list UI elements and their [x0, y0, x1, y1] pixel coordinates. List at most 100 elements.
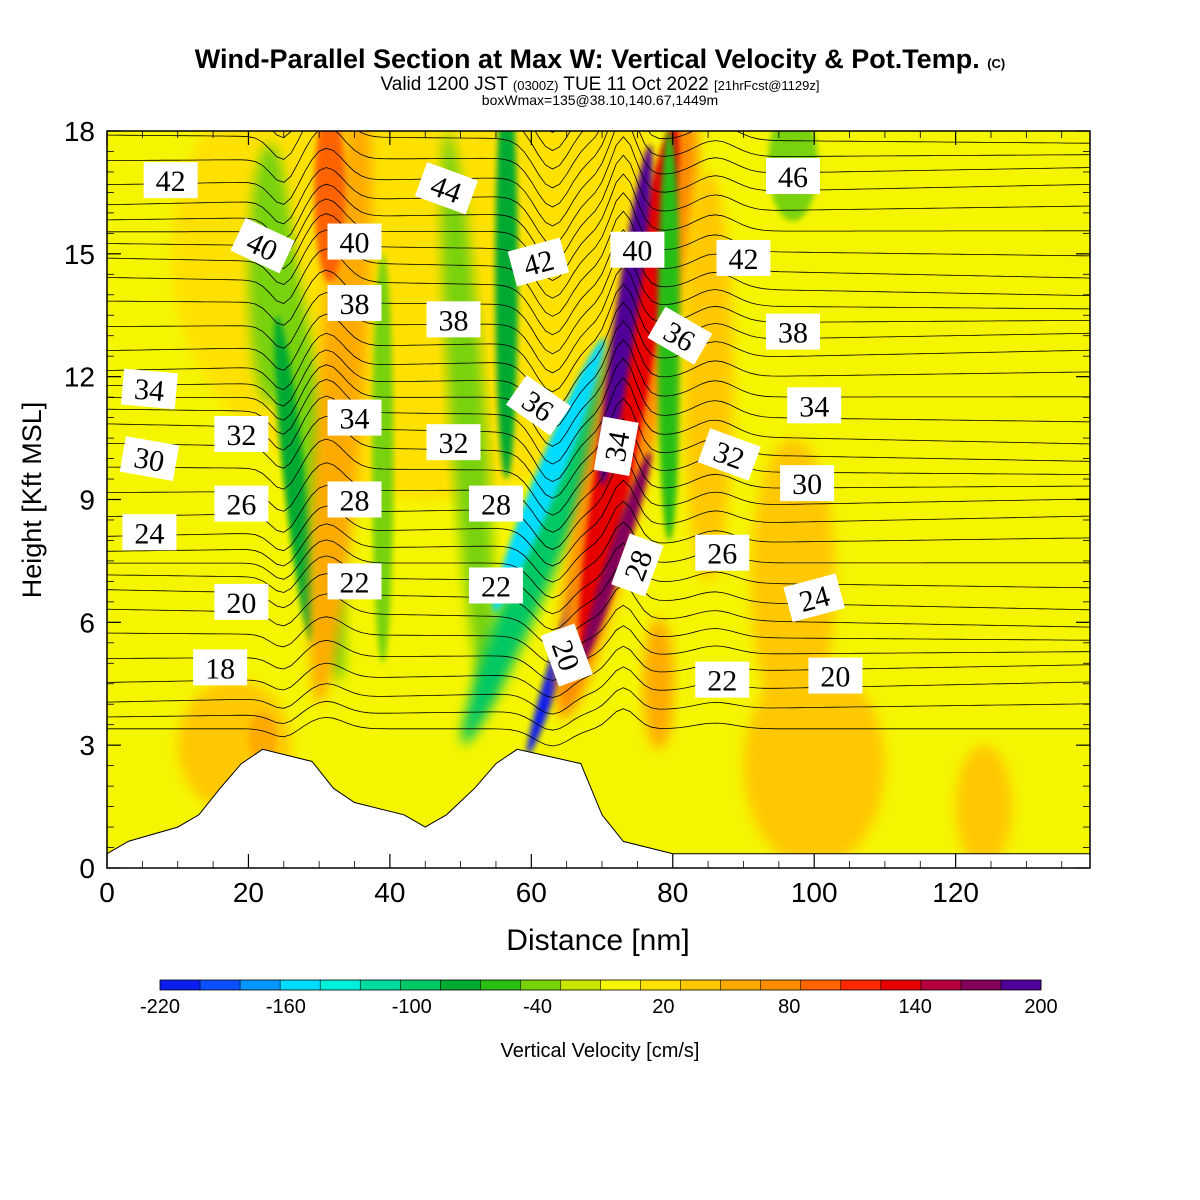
colorbar-tick-label: -160 — [266, 996, 306, 1018]
contour-label: 20 — [540, 623, 593, 687]
contour-label-box — [695, 661, 750, 698]
contour-label-box — [193, 649, 248, 686]
contour-label-box — [327, 399, 382, 436]
isentrope-line — [107, 479, 1090, 567]
contour-label-box — [505, 375, 571, 436]
contour-label: 38 — [765, 313, 820, 350]
colorbar: -220 -160 -100 -40 20 80 140 200 — [140, 979, 1058, 1018]
velocity-blob-8 — [372, 253, 394, 664]
contour-label-text: 24 — [134, 517, 164, 550]
contour-label: 38 — [327, 284, 382, 321]
colorbar-swatch — [880, 980, 922, 990]
isentrope-line — [549, 131, 557, 133]
velocity-blob-16 — [599, 144, 653, 486]
isentrope-line — [107, 131, 1090, 189]
contour-label: 42 — [716, 239, 771, 276]
contour-label: 28 — [327, 481, 382, 518]
contour-label-text: 42 — [156, 165, 186, 198]
isentrope-line — [107, 265, 1090, 374]
x-tick-label: 80 — [657, 877, 688, 908]
contour-label: 32 — [426, 424, 481, 461]
contour-label: 34 — [120, 368, 178, 410]
contour-label-box — [780, 465, 835, 502]
contour-label-box — [119, 436, 180, 481]
isentrope-line — [107, 210, 1090, 317]
contour-label-box — [647, 306, 713, 365]
contour-label: 46 — [765, 158, 820, 195]
contour-label-box — [230, 217, 295, 274]
forecast-info: [21hrFcst@1129z] — [714, 78, 820, 93]
colorbar-swatch — [1000, 980, 1042, 990]
velocity-blob-19 — [643, 618, 675, 750]
contour-label: 30 — [119, 436, 180, 481]
contour-label-text: 38 — [340, 288, 370, 321]
x-tick-label: 60 — [516, 877, 547, 908]
contour-label-box — [327, 284, 382, 321]
contour-label: 22 — [468, 567, 523, 604]
contour-label-box — [765, 313, 820, 350]
isentrope-line — [107, 283, 1090, 393]
isentrope-line — [107, 604, 1090, 664]
colorbar-swatch — [600, 980, 642, 990]
contour-label-text: 32 — [226, 419, 256, 452]
contour-label-text: 22 — [707, 665, 737, 698]
isentrope-line — [107, 339, 1090, 447]
contour-label-box — [697, 428, 761, 481]
contour-label: 26 — [214, 485, 269, 522]
contour-label-box — [468, 485, 523, 522]
isentrope-line — [107, 584, 1090, 647]
contour-label-text: 40 — [622, 235, 652, 268]
y-tick-label: 12 — [64, 362, 95, 393]
potential-temperature-contours — [107, 131, 1090, 747]
colorbar-swatch — [200, 980, 241, 990]
colorbar-swatch — [840, 980, 882, 990]
chart-title: Wind-Parallel Section at Max W: Vertical… — [0, 44, 1200, 75]
contour-label: 30 — [780, 465, 835, 502]
colorbar-swatch — [320, 980, 361, 990]
y-tick-label: 6 — [79, 607, 95, 638]
contour-label: 24 — [122, 514, 177, 551]
y-tick-label: 18 — [64, 116, 95, 147]
isentrope-line — [107, 645, 1090, 698]
isentrope-line — [107, 500, 1090, 583]
isentrope-line — [107, 320, 1090, 429]
contour-label: 34 — [787, 387, 842, 424]
valid-date: TUE 11 Oct 2022 — [563, 74, 709, 95]
isentrope-line — [107, 131, 1090, 208]
contour-label-box — [214, 583, 269, 620]
contour-label: 32 — [214, 415, 269, 452]
contour-label-text: 40 — [340, 227, 370, 260]
contour-label-text: 22 — [340, 566, 370, 599]
colorbar-swatch — [440, 980, 481, 990]
isentrope-line — [107, 136, 1090, 246]
colorbar-tick-label: 20 — [652, 996, 674, 1018]
isentrope-line — [107, 438, 1090, 533]
contour-label-text: 26 — [226, 489, 256, 522]
colorbar-swatch — [360, 980, 401, 990]
contour-label-box — [426, 301, 481, 338]
isentrope-line — [107, 229, 1090, 336]
colorbar-tick-label: -100 — [392, 996, 432, 1018]
contour-label-box — [327, 481, 382, 518]
colorbar-swatch — [520, 980, 561, 990]
velocity-blob-5 — [274, 316, 315, 642]
isentrope-line — [107, 542, 1090, 615]
contour-label-text: 34 — [799, 390, 829, 423]
colorbar-swatch — [720, 980, 762, 990]
x-axis-label: Distance [nm] — [506, 924, 689, 957]
contour-label-box — [426, 424, 481, 461]
contour-label: 22 — [327, 563, 382, 600]
x-tick-label: 40 — [374, 877, 405, 908]
isentrope-line — [107, 459, 1090, 550]
colorbar-swatch — [960, 980, 1002, 990]
velocity-blob-24 — [955, 745, 1013, 868]
contour-label-box — [327, 223, 382, 260]
y-tick-label: 15 — [64, 239, 95, 270]
contour-label: 28 — [611, 533, 664, 597]
velocity-blob-9 — [441, 131, 495, 704]
colorbar-swatch — [920, 980, 962, 990]
colorbar-swatch — [160, 980, 201, 990]
isentrope-line — [107, 247, 1090, 355]
